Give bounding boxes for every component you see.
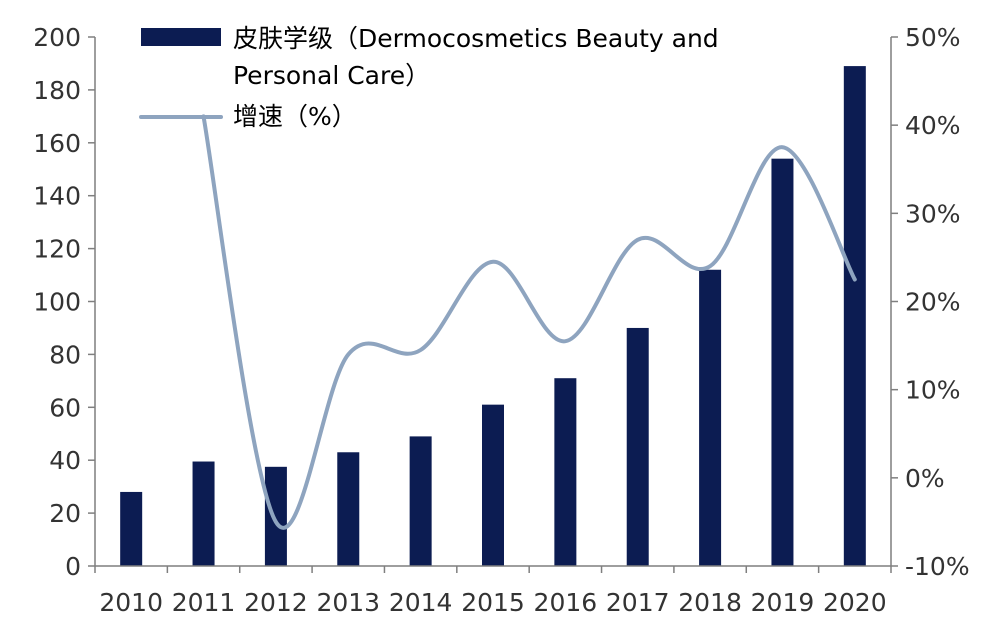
- legend-bar-label: Personal Care）: [233, 61, 430, 90]
- bars-layer: [120, 66, 866, 567]
- right-axis-tick-label: -10%: [905, 552, 970, 581]
- right-axis-tick-label: 30%: [905, 199, 961, 228]
- left-axis-tick-label: 100: [33, 288, 81, 317]
- x-axis-tick-label: 2017: [606, 588, 670, 617]
- x-axis-tick-label: 2013: [316, 588, 380, 617]
- x-axis-tick-label: 2012: [244, 588, 308, 617]
- axes-layer: 0 20 40 60 80 100 120 140 160 180 200 -10% 0% 10% 20% 3…: [33, 23, 969, 617]
- right-axis-tick-label: 50%: [905, 23, 961, 52]
- left-axis-tick-label: 80: [49, 340, 81, 369]
- legend-line-label: 增速（%）: [233, 102, 357, 131]
- left-axis-tick-label: 180: [33, 76, 81, 105]
- right-axis-tick-label: 20%: [905, 288, 961, 317]
- bar: [554, 378, 577, 566]
- right-axis-tick-label: 40%: [905, 111, 961, 140]
- bar: [699, 269, 722, 566]
- bar: [337, 452, 360, 566]
- x-axis-tick-label: 2011: [172, 588, 236, 617]
- bar: [192, 461, 215, 566]
- left-axis-tick-label: 120: [33, 235, 81, 264]
- legend-bar-swatch: [141, 28, 221, 46]
- left-axis-tick-label: 60: [49, 393, 81, 422]
- bar: [120, 491, 143, 566]
- left-axis-tick-label: 40: [49, 446, 81, 475]
- growth-line-layer: [201, 114, 857, 530]
- left-axis-tick-label: 0: [65, 552, 81, 581]
- x-axis-tick-label: 2018: [678, 588, 742, 617]
- bar: [843, 66, 866, 566]
- left-axis-tick-label: 20: [49, 499, 81, 528]
- bar: [482, 404, 504, 566]
- bar: [409, 436, 432, 566]
- left-axis-tick-label: 200: [33, 23, 81, 52]
- legend: 皮肤学级（Dermocosmetics Beauty and Personal C…: [139, 24, 719, 131]
- x-axis-tick-label: 2014: [389, 588, 453, 617]
- x-axis-tick-label: 2019: [751, 588, 815, 617]
- x-axis-tick-label: 2010: [99, 588, 163, 617]
- x-axis-tick-label: 2020: [823, 588, 887, 617]
- right-axis-tick-label: 0%: [905, 464, 945, 493]
- bar: [626, 327, 649, 566]
- bar: [264, 466, 287, 566]
- left-axis-tick-label: 160: [33, 129, 81, 158]
- growth-line: [201, 114, 857, 530]
- x-axis-tick-label: 2015: [461, 588, 525, 617]
- right-axis-tick-label: 10%: [905, 376, 961, 405]
- bar: [771, 158, 794, 567]
- x-axis-tick-label: 2016: [534, 588, 598, 617]
- left-axis-tick-label: 140: [33, 182, 81, 211]
- legend-bar-label: 皮肤学级（Dermocosmetics Beauty and: [233, 24, 719, 53]
